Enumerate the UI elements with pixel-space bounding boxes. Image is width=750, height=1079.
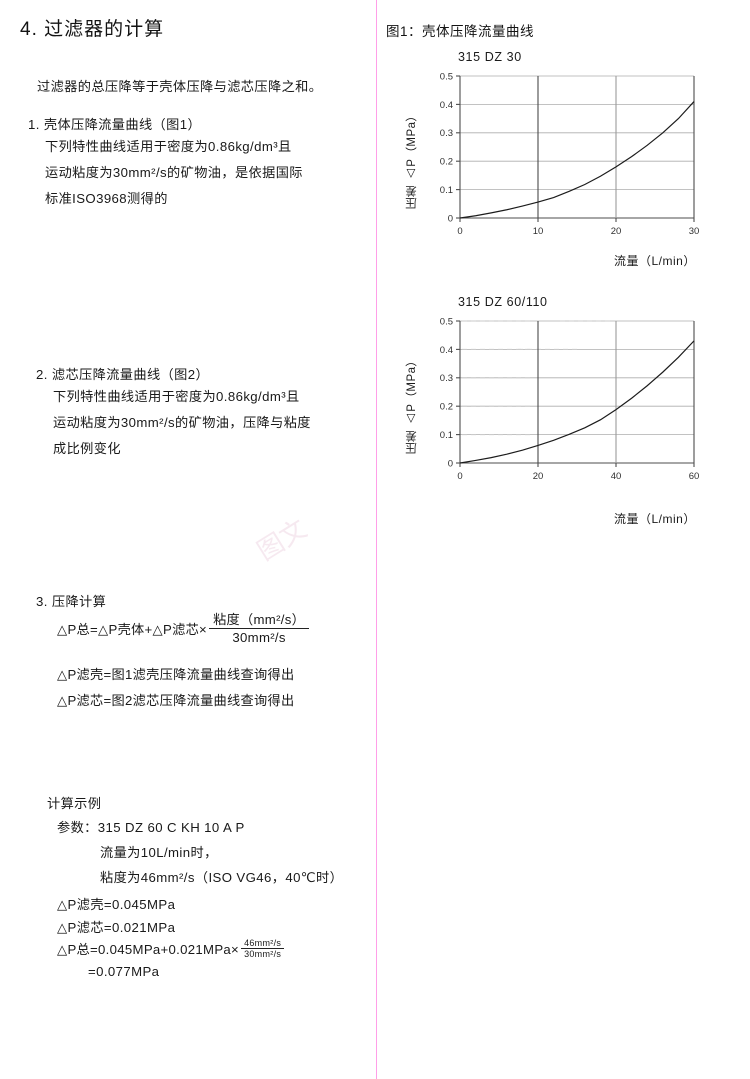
svg-text:0.1: 0.1 <box>440 430 453 441</box>
example-shell-result: △P滤壳=0.045MPa <box>57 897 176 912</box>
svg-text:0.4: 0.4 <box>440 100 453 111</box>
formula-total-pressure-drop: △P总=△P壳体+△P滤芯× 粘度（mm²/s） 30mm²/s <box>57 612 311 645</box>
item-1-heading: 1. 壳体压降流量曲线（图1） <box>28 117 202 132</box>
item-1-line-3: 标准ISO3968测得的 <box>45 191 168 206</box>
example-parameters: 参数：315 DZ 60 C KH 10 A P <box>57 820 245 835</box>
item-2-line-3: 成比例变化 <box>53 441 121 456</box>
formula-element-lookup: △P滤芯=图2滤芯压降流量曲线查询得出 <box>57 693 295 708</box>
chart-2-plot-area: 0 0.1 0.2 0.3 0.4 0.5 0 20 40 60 <box>440 316 700 482</box>
fraction-numerator: 粘度（mm²/s） <box>209 612 310 630</box>
item-2-body: 下列特性曲线适用于密度为0.86kg/dm³且 运动粘度为30mm²/s的矿物油… <box>53 384 311 462</box>
svg-text:0.1: 0.1 <box>440 185 453 196</box>
formula-shell-lookup: △P滤壳=图1滤壳压降流量曲线查询得出 <box>57 667 295 682</box>
fraction-denominator: 30mm²/s <box>232 630 286 646</box>
chart-2-title: 315 DZ 60/110 <box>458 295 548 309</box>
svg-text:0.3: 0.3 <box>440 373 453 384</box>
svg-text:30: 30 <box>689 226 700 237</box>
page-title: 4. 过滤器的计算 <box>20 19 165 40</box>
viscosity-ratio-fraction: 粘度（mm²/s） 30mm²/s <box>209 612 310 646</box>
svg-text:0.2: 0.2 <box>440 402 453 413</box>
chart-1-y-axis-label: 压差 △P（MPa） <box>406 109 418 209</box>
svg-text:0.5: 0.5 <box>440 71 453 82</box>
svg-text:0.2: 0.2 <box>440 157 453 168</box>
chart-315-dz-60-110: 315 DZ 60/110 压差 △P（MPa） 0 0.1 0.2 0.3 0.4 0.… <box>406 295 750 530</box>
example-fraction-denominator: 30mm²/s <box>244 949 282 960</box>
example-viscosity: 粘度为46mm²/s（ISO VG46，40℃时） <box>100 870 344 885</box>
svg-text:0: 0 <box>457 471 462 482</box>
item-2-line-2: 运动粘度为30mm²/s的矿物油，压降与粘度 <box>53 415 311 430</box>
column-divider <box>376 0 377 1079</box>
svg-text:0.5: 0.5 <box>440 316 453 327</box>
example-total-result: =0.077MPa <box>88 964 160 979</box>
svg-text:0.3: 0.3 <box>440 128 453 139</box>
right-figure-column: 图1：壳体压降流量曲线 315 DZ 30 压差 △P（MPa） 0 0.1 0.2… <box>376 0 750 1079</box>
example-total-formula: △P总=0.045MPa+0.021MPa× 46mm²/s 30mm²/s <box>57 938 286 960</box>
svg-text:0: 0 <box>457 226 462 237</box>
svg-text:0.4: 0.4 <box>440 345 453 356</box>
svg-text:0: 0 <box>448 458 453 469</box>
example-total-prefix: △P总=0.045MPa+0.021MPa× <box>57 942 240 958</box>
item-1-line-2: 运动粘度为30mm²/s的矿物油，是依据国际 <box>45 165 303 180</box>
chart-2-y-axis-label: 压差 △P（MPa） <box>406 354 418 454</box>
svg-text:0: 0 <box>448 213 453 224</box>
left-text-column: 4. 过滤器的计算 过滤器的总压降等于壳体压降与滤芯压降之和。 1. 壳体压降流… <box>20 19 344 979</box>
example-element-result: △P滤芯=0.021MPa <box>57 920 176 935</box>
chart-2-x-axis-label: 流量（L/min） <box>614 512 696 526</box>
example-flow-rate: 流量为10L/min时， <box>100 845 218 860</box>
svg-text:10: 10 <box>533 226 544 237</box>
chart-1-plot-area: 0 0.1 0.2 0.3 0.4 0.5 0 10 20 30 <box>440 71 700 237</box>
example-title: 计算示例 <box>47 796 102 811</box>
watermark: 图文 <box>251 513 312 567</box>
svg-text:40: 40 <box>611 471 622 482</box>
item-1-line-1: 下列特性曲线适用于密度为0.86kg/dm³且 <box>45 139 292 154</box>
item-3-heading: 3. 压降计算 <box>36 594 107 609</box>
chart-315-dz-30: 315 DZ 30 压差 △P（MPa） 0 0.1 0.2 0.3 0.4 0.5 0 10… <box>406 50 750 270</box>
svg-text:60: 60 <box>689 471 700 482</box>
example-viscosity-ratio-fraction: 46mm²/s 30mm²/s <box>241 938 285 960</box>
svg-text:20: 20 <box>611 226 622 237</box>
item-2-line-1: 下列特性曲线适用于密度为0.86kg/dm³且 <box>53 389 300 404</box>
item-2-heading: 2. 滤芯压降流量曲线（图2） <box>36 367 210 382</box>
lead-paragraph: 过滤器的总压降等于壳体压降与滤芯压降之和。 <box>37 79 323 94</box>
svg-text:20: 20 <box>533 471 544 482</box>
formula-left-side: △P总=△P壳体+△P滤芯× <box>57 622 208 638</box>
chart-1-title: 315 DZ 30 <box>458 50 522 64</box>
figure-caption: 图1：壳体压降流量曲线 <box>386 24 535 39</box>
chart-1-x-axis-label: 流量（L/min） <box>614 254 696 268</box>
example-fraction-numerator: 46mm²/s <box>241 938 285 950</box>
item-1-body: 下列特性曲线适用于密度为0.86kg/dm³且 运动粘度为30mm²/s的矿物油… <box>45 134 303 212</box>
